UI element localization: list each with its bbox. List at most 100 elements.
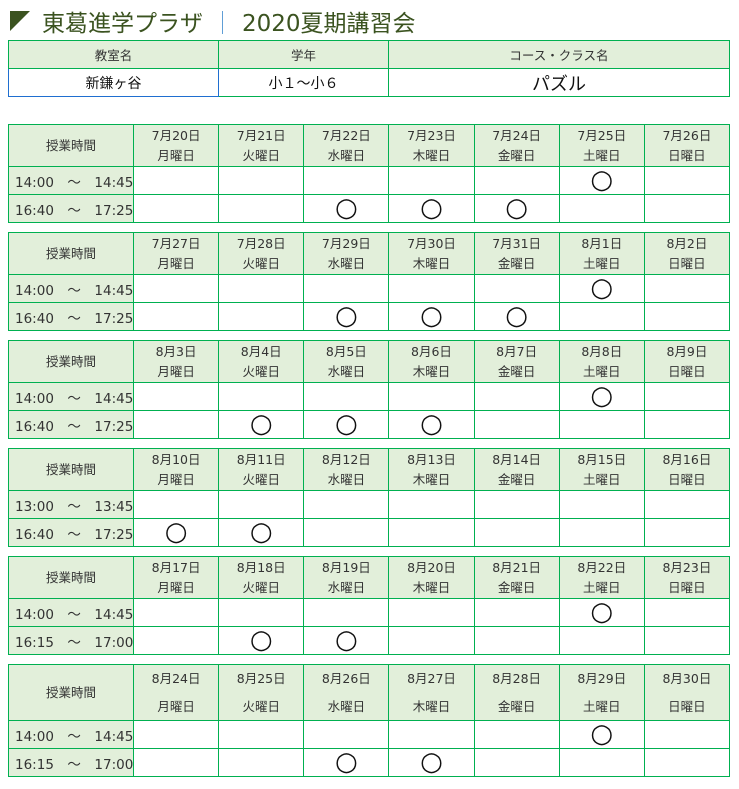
class-info-table: 教室名 学年 コース・クラス名 新鎌ヶ谷 小１～小６ パズル (8, 40, 730, 97)
class-mark: ○ (590, 598, 614, 627)
date-header: 8月5日 水曜日 (303, 340, 390, 383)
schedule-cell (388, 166, 475, 195)
schedule-cell: ○ (473, 302, 560, 331)
schedule-cell: ○ (388, 410, 475, 439)
schedule-cell (558, 626, 645, 655)
schedule-cell (558, 490, 645, 519)
weekday-label: 日曜日 (668, 147, 706, 163)
date-header: 7月29日 水曜日 (303, 232, 390, 275)
schedule-cell: ○ (558, 598, 645, 627)
date-label: 8月9日 (666, 343, 708, 359)
schedule-cell (218, 194, 305, 223)
course-value: パズル (388, 68, 730, 97)
time-slot-label: 13:00 ～ 13:45 (8, 490, 134, 519)
schedule-cell (218, 490, 305, 519)
class-mark: ○ (590, 166, 614, 195)
schedule-cell (643, 166, 731, 195)
date-header: 8月11日 火曜日 (218, 448, 305, 491)
schedule-cell (388, 598, 475, 627)
time-slot-row: 16:40 ～ 17:25 ○ ○ (8, 518, 731, 547)
schedule-cell (388, 274, 475, 303)
date-header: 8月2日 日曜日 (643, 232, 731, 275)
date-header: 7月28日 火曜日 (218, 232, 305, 275)
class-mark: ○ (249, 518, 273, 547)
schedule-cell (473, 490, 560, 519)
weekday-label: 水曜日 (327, 255, 366, 271)
date-header: 8月3日 月曜日 (132, 340, 220, 383)
schedule-cell: ○ (558, 382, 645, 411)
date-header: 7月27日 月曜日 (132, 232, 220, 275)
weekday-label: 火曜日 (242, 698, 280, 714)
schedule-cell (132, 410, 220, 439)
schedule-cell (473, 518, 560, 547)
time-header: 授業時間 (8, 232, 134, 275)
date-header: 8月6日 木曜日 (388, 340, 475, 383)
schedule-cell (643, 626, 731, 655)
schedule-cell (643, 194, 731, 223)
time-slot-label: 16:15 ～ 17:00 (8, 748, 134, 777)
schedule-cell (218, 748, 305, 777)
date-label: 8月6日 (411, 343, 452, 359)
time-slot-row: 14:00 ～ 14:45 ○ (8, 382, 731, 411)
date-label: 7月26日 (662, 127, 712, 143)
class-mark: ○ (590, 274, 614, 303)
time-slot-label: 14:00 ～ 14:45 (8, 166, 134, 195)
weekday-label: 水曜日 (327, 147, 366, 163)
weekday-label: 金曜日 (497, 698, 536, 714)
weekday-label: 木曜日 (412, 147, 451, 163)
date-label: 8月7日 (496, 343, 538, 359)
grade-header: 学年 (218, 40, 389, 69)
class-mark: ○ (590, 382, 614, 411)
schedule-cell (558, 194, 645, 223)
grade-value: 小１～小６ (218, 68, 389, 97)
date-header: 8月19日水曜日 (303, 556, 390, 599)
date-header: 8月30日 日曜日 (643, 664, 731, 721)
date-header: 8月10日 月曜日 (132, 448, 220, 491)
date-header: 8月25日 火曜日 (218, 664, 305, 721)
schedule-cell (388, 720, 475, 749)
date-header: 8月9日 日曜日 (643, 340, 731, 383)
date-label: 8月19日 (321, 559, 371, 575)
weekday-label: 水曜日 (327, 579, 366, 595)
schedule-cell (388, 490, 475, 519)
date-header: 8月26日 水曜日 (303, 664, 390, 721)
weekday-label: 月曜日 (157, 579, 195, 595)
time-slot-row: 14:00 ～ 14:45 ○ (8, 720, 731, 749)
title-separator: ｜ (211, 11, 234, 37)
schedule-cell (303, 720, 390, 749)
schedule-week-table: 授業時間 7月27日 月曜日 7月28日 火曜日 7月29日 水曜日 7月30日 木曜日 7月31… (8, 232, 731, 331)
date-label: 8月24日 (151, 670, 201, 686)
schedule-cell (473, 748, 560, 777)
weekday-label: 木曜日 (412, 471, 451, 487)
date-header: 8月18日 火曜日 (218, 556, 305, 599)
class-mark: ○ (335, 194, 358, 223)
date-label: 8月28日 (492, 670, 542, 686)
date-label: 8月10日 (151, 451, 201, 467)
date-label: 8月12日 (321, 451, 371, 467)
schedule-cell (558, 518, 645, 547)
date-label: 7月20日 (151, 127, 201, 143)
schedule-cell (132, 194, 220, 223)
schedule-cell (643, 274, 731, 303)
schedule-week-table: 授業時間 8月3日 月曜日 8月4日 火曜日 8月5日 水曜日 8月6日 木曜日 8月7日 金曜日 8… (8, 340, 731, 439)
schedule-cell (558, 410, 645, 439)
schedule-cell (643, 720, 731, 749)
school-name: 東葛進学プラザ (42, 11, 203, 37)
schedule-cell (643, 748, 731, 777)
date-label: 8月2日 (666, 235, 708, 251)
date-label: 8月11日 (236, 451, 286, 467)
schedule-cell (388, 626, 475, 655)
date-header: 8月1日 土曜日 (558, 232, 645, 275)
schedule-cell: ○ (388, 194, 475, 223)
schedule-cell (218, 302, 305, 331)
schedule-cell: ○ (303, 748, 390, 777)
date-label: 7月21日 (236, 127, 286, 143)
course-period: 2020夏期講習会 (242, 11, 416, 37)
date-label: 8月15日 (577, 451, 627, 467)
time-slot-label: 16:40 ～ 17:25 (8, 410, 134, 439)
schedule-cell: ○ (558, 166, 645, 195)
weekday-label: 日曜日 (668, 471, 706, 487)
date-label: 7月27日 (151, 235, 201, 251)
weekday-label: 月曜日 (157, 147, 195, 163)
class-mark: ○ (590, 720, 614, 749)
